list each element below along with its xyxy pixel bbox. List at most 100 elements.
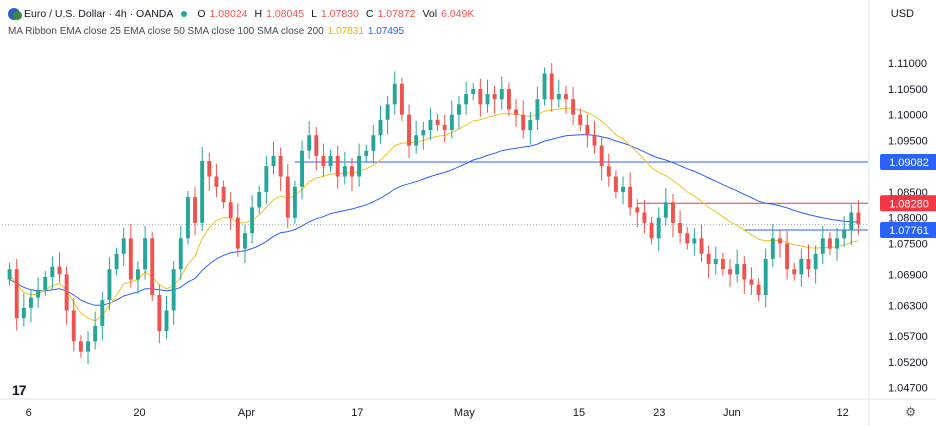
currency-selector[interactable]: USD <box>890 8 914 20</box>
candle-body <box>835 238 839 249</box>
close-value: 1.07872 <box>377 8 416 20</box>
candle-body <box>207 161 212 177</box>
candle-body <box>556 94 561 100</box>
indicator-name: MA Ribbon EMA close 25 EMA close 50 SMA … <box>8 26 324 37</box>
candle-body <box>342 166 347 177</box>
y-tick-label: 1.04700 <box>888 383 928 395</box>
y-tick-label: 1.10000 <box>888 110 928 122</box>
price-label-1-09082-badge <box>880 153 936 170</box>
candle-body <box>164 310 169 332</box>
candle-body <box>357 155 362 177</box>
candle-body <box>407 114 411 146</box>
candle-body <box>564 94 568 100</box>
y-tick-label: 1.06900 <box>888 269 928 281</box>
candle-body <box>457 104 461 115</box>
candle-body <box>114 253 119 270</box>
x-tick-label: Jun <box>723 407 741 419</box>
candle-body <box>300 150 304 187</box>
candle-body <box>107 269 112 301</box>
candle-body <box>499 88 504 100</box>
candle-body <box>136 269 140 280</box>
candle-body <box>606 166 611 177</box>
candle-body <box>185 197 190 239</box>
candle-body <box>78 341 83 352</box>
candle-body <box>171 269 176 311</box>
candle-body <box>414 135 419 146</box>
candle-body <box>321 155 326 167</box>
candle-body <box>521 114 526 131</box>
y-tick-label: 1.06300 <box>888 300 928 312</box>
candle-body <box>50 266 55 277</box>
y-tick-label: 1.08000 <box>888 213 928 225</box>
candle-body <box>849 212 854 231</box>
candle-body <box>485 94 490 105</box>
candle-body <box>514 109 518 115</box>
candle-body <box>278 155 283 177</box>
candle-body <box>378 119 383 136</box>
candle-body <box>285 176 290 218</box>
candle-body <box>685 233 690 244</box>
candle-body <box>585 124 590 136</box>
candle-body <box>335 155 340 177</box>
candle-body <box>121 238 126 254</box>
candle-body <box>763 258 768 295</box>
candle-body <box>464 94 469 105</box>
candle-body <box>235 217 240 249</box>
candle-body <box>749 279 754 285</box>
candle-body <box>228 202 233 218</box>
candle-body <box>842 230 847 239</box>
candle-body <box>742 264 747 280</box>
low-label: L <box>311 8 317 20</box>
candle-body <box>193 197 197 223</box>
y-tick-label: 1.11000 <box>888 58 927 70</box>
candle-body <box>706 253 711 265</box>
candle-body <box>292 186 297 218</box>
candle-body <box>271 155 276 167</box>
candle-body <box>428 119 433 131</box>
candle-body <box>827 238 832 249</box>
close-label: C <box>365 8 374 20</box>
candle-body <box>820 238 825 254</box>
candle-body <box>93 325 98 342</box>
candle-body <box>243 233 247 249</box>
ma1-value: 1.07831 <box>327 26 364 37</box>
price-label-1-07761-badge <box>880 222 936 239</box>
candle-body <box>720 258 725 270</box>
candle-body <box>435 119 440 125</box>
candle-body <box>535 99 540 120</box>
y-tick-label: 1.05200 <box>888 357 928 369</box>
x-tick-label: 20 <box>133 407 145 419</box>
ema25-line <box>9 107 859 322</box>
candle-body <box>178 238 183 270</box>
indicator-legend-row: MA Ribbon EMA close 25 EMA close 50 SMA … <box>8 26 404 37</box>
candle-body <box>143 238 148 270</box>
candle-body <box>392 83 397 105</box>
candle-body <box>785 243 790 270</box>
chart-legend-symbol-row: Euro / U.S. Dollar · 4h · OANDA O 1.08024… <box>8 8 474 20</box>
candle-body <box>57 266 62 275</box>
candle-body <box>549 73 554 100</box>
price-label-1-09082-text: 1.09082 <box>889 157 929 169</box>
candle-body <box>856 212 861 225</box>
candle-body <box>64 274 69 311</box>
candle-body <box>214 176 219 187</box>
candle-body <box>36 289 41 298</box>
candle-body <box>314 135 319 156</box>
settings-gear-icon[interactable]: ⚙ <box>905 405 916 419</box>
candle-body <box>257 191 262 208</box>
candle-body <box>350 166 354 177</box>
candle-body <box>735 264 740 275</box>
x-tick-label: Apr <box>238 407 255 419</box>
candle-body <box>449 114 454 131</box>
candle-body <box>250 207 255 234</box>
candle-body <box>14 269 19 319</box>
candle-body <box>399 83 404 115</box>
x-tick-label: 17 <box>351 407 363 419</box>
candle-body <box>642 212 647 223</box>
market-status-dot <box>181 11 188 17</box>
candle-body <box>792 269 797 275</box>
candle-body <box>364 150 369 156</box>
candle-body <box>799 258 804 275</box>
candle-body <box>542 73 547 100</box>
